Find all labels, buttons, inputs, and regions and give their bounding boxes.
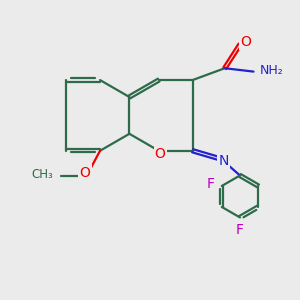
Text: F: F — [236, 223, 244, 237]
Text: O: O — [240, 34, 251, 49]
Text: CH₃: CH₃ — [31, 168, 53, 181]
Text: O: O — [155, 147, 166, 161]
Text: O: O — [80, 166, 91, 180]
Text: F: F — [206, 178, 214, 191]
Text: NH₂: NH₂ — [260, 64, 284, 76]
Text: N: N — [218, 154, 229, 168]
